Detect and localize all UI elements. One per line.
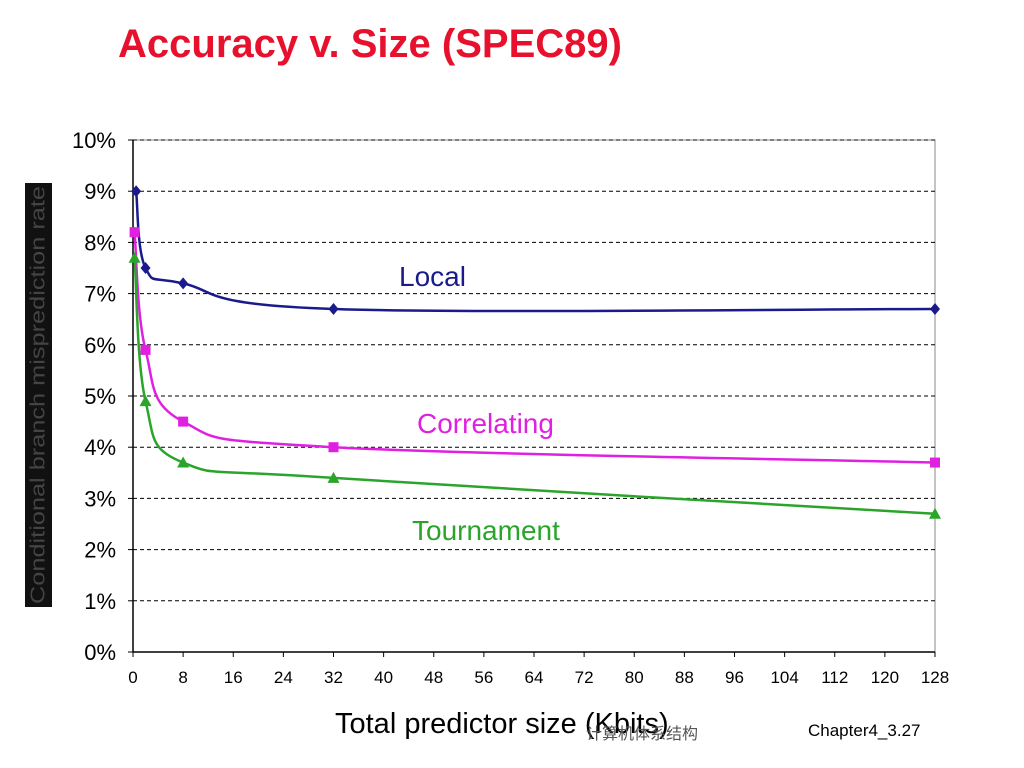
data-point-tournament (929, 507, 941, 519)
x-tick-label: 16 (224, 668, 243, 687)
x-tick-label: 64 (525, 668, 544, 687)
y-tick-labels: 0% 1% 2% 3% 4% 5% 6% 7% 8% 9% 10% (72, 128, 116, 665)
data-point-correlating (930, 457, 940, 468)
series-label-correlating: Correlating (417, 408, 554, 439)
grid-lines (128, 139, 936, 657)
data-point-tournament (177, 456, 190, 468)
data-point-correlating (129, 227, 140, 238)
x-axis-label: Total predictor size (Kbits) (335, 708, 669, 740)
data-point-local (328, 302, 339, 315)
x-tick-label: 24 (274, 668, 293, 687)
series-label-tournament: Tournament (412, 515, 560, 546)
y-tick-label: 6% (84, 333, 116, 358)
y-tick-label: 2% (84, 538, 116, 563)
y-tick-label: 10% (72, 128, 116, 153)
x-tick-label: 88 (675, 668, 694, 687)
y-tick-label: 4% (84, 435, 116, 460)
series-layer (128, 185, 941, 519)
y-tick-label: 3% (84, 486, 116, 511)
data-point-local (930, 302, 940, 315)
x-tick-label: 104 (770, 668, 798, 687)
data-point-correlating (178, 416, 189, 427)
x-tick-labels: 0 8 16 24 32 40 48 56 64 72 80 88 96 104 112 120 128 (128, 668, 949, 687)
data-point-tournament (327, 471, 340, 483)
x-tick-label: 40 (374, 668, 393, 687)
x-tick-label: 112 (821, 668, 848, 687)
data-point-tournament (139, 395, 152, 407)
series-line-correlating (133, 232, 936, 464)
x-tick-label: 8 (178, 668, 187, 687)
y-axis-label: Conditional branch misprediction rate (28, 186, 50, 604)
x-tick-label: 32 (324, 668, 343, 687)
y-tick-label: 0% (84, 640, 116, 665)
y-tick-label: 8% (84, 230, 116, 255)
x-tick-label: 72 (575, 668, 594, 687)
slide-title: Accuracy v. Size (SPEC89) (118, 22, 622, 66)
y-axis-label-band (25, 183, 52, 607)
y-tick-label: 7% (84, 282, 116, 307)
x-tick-label: 120 (871, 668, 899, 687)
x-tick-label: 128 (921, 668, 949, 687)
data-point-correlating (140, 344, 151, 355)
data-point-tournament (128, 251, 141, 263)
series-line-tournament (133, 257, 936, 516)
y-tick-label: 1% (84, 589, 116, 614)
data-point-local (131, 185, 142, 198)
x-tick-label: 96 (725, 668, 744, 687)
data-point-local (178, 277, 189, 290)
series-label-local: Local (399, 261, 466, 292)
x-tick-label: 56 (474, 668, 493, 687)
y-tick-label: 9% (84, 179, 116, 204)
x-tick-label: 0 (128, 668, 137, 687)
footer-slide-number: Chapter4_3.27 (808, 721, 921, 740)
data-point-correlating (328, 442, 339, 453)
data-point-local (140, 262, 151, 274)
y-tick-label: 5% (84, 384, 116, 409)
x-tick-label: 80 (625, 668, 644, 687)
x-tick-label: 48 (424, 668, 443, 687)
footer-course-name: 计算机体系结构 (586, 724, 699, 743)
